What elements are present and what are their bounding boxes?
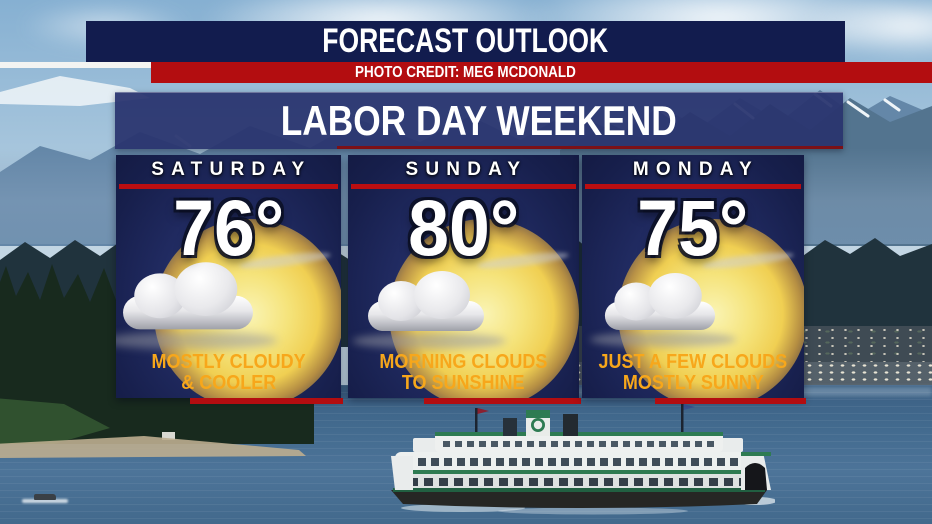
- card-background: [348, 155, 579, 398]
- high-temperature: 76°: [172, 183, 285, 272]
- red-divider: [585, 184, 801, 189]
- conditions-text: MOSTLY CLOUDY & COOLER: [116, 352, 341, 394]
- card-background: [116, 155, 341, 398]
- high-temperature: 75°: [637, 183, 749, 272]
- day-name: SUNDAY: [405, 159, 528, 180]
- conditions-line-2: MOSTLY SUNNY: [622, 372, 764, 394]
- conditions-line-1: JUST A FEW CLOUDS: [598, 351, 788, 373]
- forecast-card-saturday: SATURDAY 76° MOSTLY CLOUDY & COOLER: [116, 155, 343, 404]
- page-title: FORECAST OUTLOOK: [322, 22, 609, 60]
- photo-credit-text: PHOTO CREDIT: MEG MCDONALD: [354, 64, 576, 81]
- photo-credit-bar: PHOTO CREDIT: MEG MCDONALD: [151, 62, 932, 83]
- small-boat: [34, 494, 56, 500]
- sun-with-cloud-icon: [352, 271, 506, 349]
- white-accent-stripe: [0, 62, 151, 68]
- small-boat-wake: [22, 499, 68, 503]
- conditions-line-2: TO SUNSHINE: [402, 372, 525, 394]
- banner-labor-day-weekend: LABOR DAY WEEKEND: [115, 92, 843, 149]
- banner-title: LABOR DAY WEEKEND: [281, 97, 677, 144]
- card-background: [582, 155, 804, 398]
- red-divider: [119, 184, 338, 189]
- day-name: SATURDAY: [151, 159, 312, 180]
- card-red-underline: [655, 398, 806, 404]
- banner-red-underline: [337, 146, 843, 149]
- ferry-illustration: [391, 404, 775, 515]
- red-divider: [351, 184, 576, 189]
- conditions-text: MORNING CLOUDS TO SUNSHINE: [348, 352, 579, 394]
- title-bar: FORECAST OUTLOOK: [86, 21, 845, 62]
- forecast-card-monday: MONDAY 75° JUST A FEW CLOUDS MOSTLY SUNN…: [582, 155, 806, 404]
- forecast-card-sunday: SUNDAY 80° MORNING CLOUDS TO SUNSHINE: [348, 155, 581, 404]
- day-name: MONDAY: [632, 159, 759, 180]
- card-red-underline: [190, 398, 343, 404]
- conditions-line-1: MORNING CLOUDS: [379, 351, 548, 373]
- conditions-line-2: & COOLER: [180, 372, 277, 394]
- conditions-text: JUST A FEW CLOUDS MOSTLY SUNNY: [582, 352, 804, 394]
- sun-with-cloud-icon: [589, 273, 736, 348]
- high-temperature: 80°: [407, 183, 520, 272]
- card-red-underline: [424, 398, 581, 404]
- conditions-line-1: MOSTLY CLOUDY: [151, 351, 306, 373]
- sun-with-cloud-icon: [116, 262, 278, 350]
